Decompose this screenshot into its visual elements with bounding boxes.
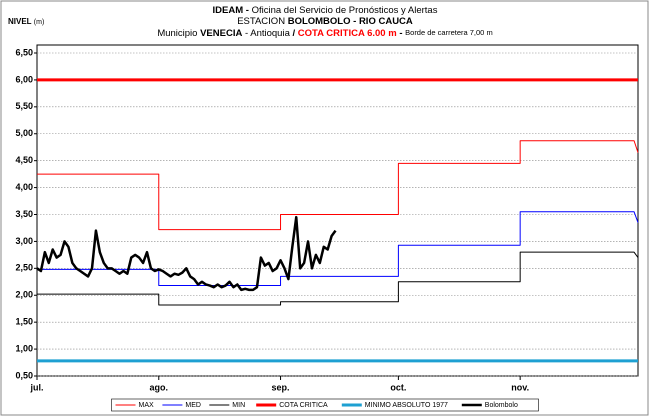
x-tick-label: ago. xyxy=(150,382,169,392)
station-prefix: ESTACION xyxy=(237,16,285,27)
legend-box xyxy=(111,398,539,412)
y-tick-label: 4,00 xyxy=(15,182,33,192)
y-label-main: NIVEL xyxy=(8,17,32,26)
legend-label: Bolombolo xyxy=(485,402,518,409)
y-tick-label: 2,50 xyxy=(15,263,33,273)
municipio: VENECIA xyxy=(200,28,242,39)
legend-label: MAX xyxy=(139,402,155,409)
cota-label: COTA CRITICA 6.00 m xyxy=(298,28,397,39)
department: - Antioquia xyxy=(245,28,291,39)
legend-label: COTA CRITICA xyxy=(279,402,328,409)
station: ESTACION BOLOMBOLO - RIO CAUCA xyxy=(237,16,413,27)
y-tick-label: 5,50 xyxy=(15,101,33,111)
x-tick-label: nov. xyxy=(511,382,529,392)
y-tick-label: 3,00 xyxy=(15,236,33,246)
legend-label: MINIMO ABSOLUTO 1977 xyxy=(365,402,448,409)
x-tick-label: oct. xyxy=(390,382,406,392)
legend-label: MED xyxy=(185,402,201,409)
plot-area xyxy=(36,44,639,377)
separator: - xyxy=(399,28,402,39)
y-axis-label: NIVEL (m) xyxy=(8,17,44,26)
y-tick-label: 2,00 xyxy=(15,290,33,300)
y-tick-label: 4,50 xyxy=(15,155,33,165)
y-tick-label: 5,00 xyxy=(15,128,33,138)
municipio-prefix: Municipio xyxy=(157,28,197,39)
series-line xyxy=(37,251,639,306)
y-tick-label: 6,50 xyxy=(15,47,33,57)
title-org: IDEAM - xyxy=(213,5,249,16)
series-line xyxy=(37,211,639,287)
y-tick-label: 0,50 xyxy=(15,370,33,380)
series-line xyxy=(36,215,337,292)
y-tick-label: 1,00 xyxy=(15,343,33,353)
x-tick-label: jul. xyxy=(30,382,44,392)
y-tick-label: 1,50 xyxy=(15,317,33,327)
y-label-unit: (m) xyxy=(34,19,45,26)
x-tick-label: sep. xyxy=(272,382,290,392)
chart-title: IDEAM - Oficina del Servicio de Pronósti… xyxy=(213,5,438,16)
title-text: Oficina del Servicio de Pronósticos y Al… xyxy=(252,5,438,16)
legend-label: MIN xyxy=(232,402,245,409)
separator: / xyxy=(293,28,296,39)
note: Borde de carretera 7,00 m xyxy=(405,28,493,37)
station-name: BOLOMBOLO - RIO CAUCA xyxy=(288,16,413,27)
series-line xyxy=(37,140,639,231)
y-tick-label: 6,00 xyxy=(15,74,33,84)
subtitle: Municipio VENECIA - Antioquia / COTA CRI… xyxy=(157,28,492,39)
y-tick-label: 3,50 xyxy=(15,209,33,219)
